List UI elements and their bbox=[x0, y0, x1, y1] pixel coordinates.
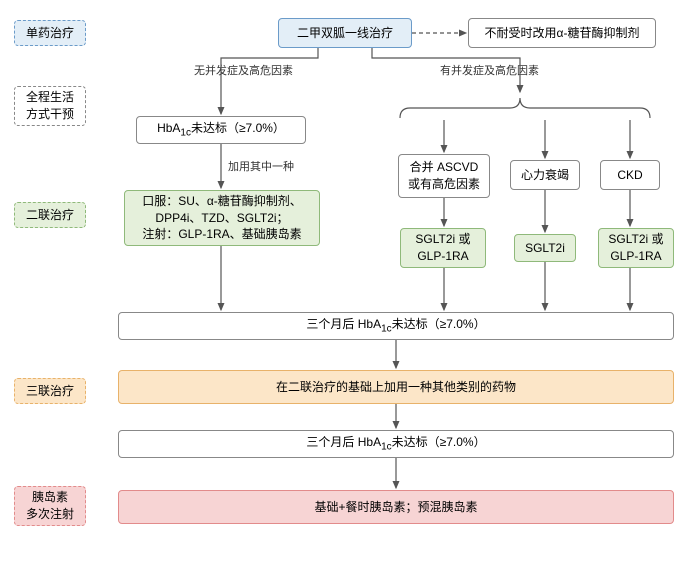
node-ckd-text: CKD bbox=[617, 167, 642, 184]
node-metformin: 二甲双胍一线治疗 bbox=[278, 18, 412, 48]
node-ascvd: 合并 ASCVD或有高危因素 bbox=[398, 154, 490, 198]
label-add-one: 加用其中一种 bbox=[228, 158, 294, 174]
node-rec-hf-text: SGLT2i bbox=[525, 240, 565, 257]
node-oral-text: 口服：SU、α-糖苷酶抑制剂、 DPP4i、TZD、SGLT2i； 注射：GLP… bbox=[142, 193, 302, 243]
node-metformin-text: 二甲双胍一线治疗 bbox=[297, 25, 393, 42]
node-insulin-text: 基础+餐时胰岛素；预混胰岛素 bbox=[314, 499, 477, 516]
node-oral-options: 口服：SU、α-糖苷酶抑制剂、 DPP4i、TZD、SGLT2i； 注射：GLP… bbox=[124, 190, 320, 246]
node-hf: 心力衰竭 bbox=[510, 160, 580, 190]
stage-insulin: 胰岛素多次注射 bbox=[14, 486, 86, 526]
stage-dual-label: 二联治疗 bbox=[26, 207, 74, 224]
node-triple-text: 在二联治疗的基础上加用一种其他类别的药物 bbox=[276, 379, 516, 396]
node-insulin: 基础+餐时胰岛素；预混胰岛素 bbox=[118, 490, 674, 524]
node-hf-text: 心力衰竭 bbox=[521, 167, 569, 184]
label-has-complication: 有并发症及高危因素 bbox=[440, 62, 539, 78]
stage-lifestyle: 全程生活方式干预 bbox=[14, 86, 86, 126]
node-intolerant: 不耐受时改用α-糖苷酶抑制剂 bbox=[468, 18, 656, 48]
node-hba1c-1: HbA1c未达标（≥7.0%） bbox=[136, 116, 306, 144]
node-hba1c-2-text: 三个月后 HbA1c未达标（≥7.0%） bbox=[306, 316, 485, 336]
node-hba1c-1-text: HbA1c未达标（≥7.0%） bbox=[157, 120, 285, 140]
node-rec-ckd: SGLT2i 或GLP-1RA bbox=[598, 228, 674, 268]
stage-mono: 单药治疗 bbox=[14, 20, 86, 46]
label-no-complication: 无并发症及高危因素 bbox=[194, 62, 293, 78]
node-ckd: CKD bbox=[600, 160, 660, 190]
node-triple: 在二联治疗的基础上加用一种其他类别的药物 bbox=[118, 370, 674, 404]
stage-dual: 二联治疗 bbox=[14, 202, 86, 228]
flow-arrows bbox=[0, 0, 692, 566]
node-hba1c-3: 三个月后 HbA1c未达标（≥7.0%） bbox=[118, 430, 674, 458]
node-rec-ckd-text: SGLT2i 或GLP-1RA bbox=[608, 231, 663, 265]
stage-triple-label: 三联治疗 bbox=[26, 383, 74, 400]
node-ascvd-text: 合并 ASCVD或有高危因素 bbox=[408, 159, 480, 193]
stage-mono-label: 单药治疗 bbox=[26, 25, 74, 42]
stage-insulin-label: 胰岛素多次注射 bbox=[26, 489, 74, 523]
node-hba1c-3-text: 三个月后 HbA1c未达标（≥7.0%） bbox=[306, 434, 485, 454]
stage-lifestyle-label: 全程生活方式干预 bbox=[26, 89, 74, 123]
node-rec-ascvd-text: SGLT2i 或GLP-1RA bbox=[415, 231, 470, 265]
node-rec-ascvd: SGLT2i 或GLP-1RA bbox=[400, 228, 486, 268]
node-rec-hf: SGLT2i bbox=[514, 234, 576, 262]
stage-triple: 三联治疗 bbox=[14, 378, 86, 404]
node-hba1c-2: 三个月后 HbA1c未达标（≥7.0%） bbox=[118, 312, 674, 340]
node-intolerant-text: 不耐受时改用α-糖苷酶抑制剂 bbox=[485, 25, 640, 42]
